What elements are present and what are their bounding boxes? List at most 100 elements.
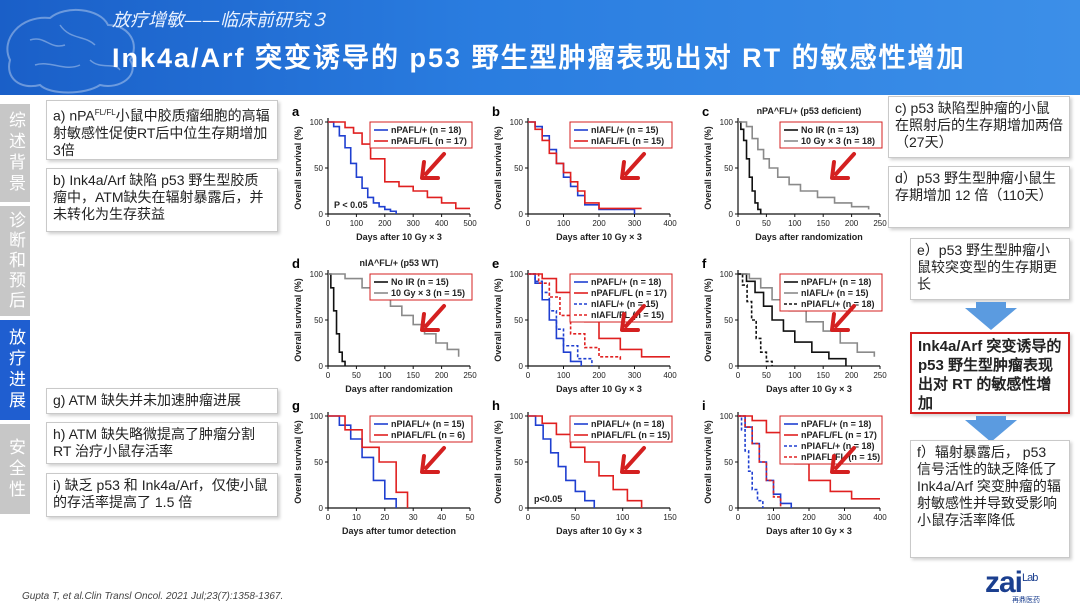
summary-box: Ink4a/Arf 突变诱导的 p53 野生型肿瘤表现出对 RT 的敏感性增加 [910,332,1070,414]
x-axis-label: Days after 10 Gy × 3 [556,232,642,242]
panel-letter: a [292,104,300,119]
tab-safety[interactable]: 安全性 [0,424,30,514]
y-axis-label: Overall survival (%) [293,420,303,504]
x-axis-label: Days after 10 Gy × 3 [556,384,642,394]
legend-box [779,121,883,149]
chart-panel-f: f 0 50 100 0 50 100 150 200 250 Days after 10 Gy ×… [700,256,890,396]
survival-curve [328,273,346,366]
red-arrow-icon [620,304,646,332]
survival-curve [528,273,593,366]
x-axis-label: Days after 10 Gy × 3 [556,526,642,536]
x-tick-label: 250 [463,371,477,380]
y-tick-label: 100 [720,118,734,127]
tab-background[interactable]: 综述背景 [0,104,30,202]
legend-label: nIAFL/+ (n = 15) [591,299,659,309]
survival-curve [738,415,782,508]
red-arrow-icon [830,152,856,180]
panel-letter: i [702,398,706,413]
note-a-sup: FL/FL [94,108,116,117]
y-axis-label: Overall survival (%) [703,126,713,210]
zai-lab-logo: zaiLab [985,566,1038,599]
legend-label: nPAFL/+ (n = 18) [591,277,661,287]
chart-panel-d: d nIA^FL/+ (p53 WT) 0 50 100 0 50 100 150 200 250 D… [290,256,480,396]
x-tick-label: 50 [762,219,771,228]
x-tick-label: 40 [437,513,446,522]
citation: Gupta T, et al.Clin Transl Oncol. 2021 J… [22,591,284,602]
tab-label: 安全性 [6,437,25,501]
x-axis-label: Days after randomization [755,232,863,242]
x-tick-label: 200 [435,371,449,380]
summary-text: Ink4a/Arf 突变诱导的 p53 野生型肿瘤表现出对 RT 的敏感性增加 [918,338,1062,412]
y-tick-label: 100 [720,412,734,421]
y-tick-label: 50 [314,316,323,325]
y-tick-label: 50 [724,316,733,325]
x-tick-label: 0 [736,513,741,522]
panel-letter: d [292,256,300,271]
chart-panel-b: b 0 50 100 0 100 200 300 400 Days after 10 Gy × 3… [490,104,680,244]
y-axis-label: Overall survival (%) [493,278,503,362]
note-a: a) nPAFL/FL小鼠中胶质瘤细胞的高辐射敏感性促使RT后中位生存期增加3倍 [46,100,278,160]
y-tick-label: 50 [514,458,523,467]
x-tick-label: 0 [736,219,741,228]
note-g: g) ATM 缺失并未加速肿瘤进展 [46,388,278,414]
x-tick-label: 100 [788,219,802,228]
chart-panel-i: i 0 50 100 0 100 200 300 400 Days after 10 Gy × 3… [700,398,890,538]
chart-svg-h: h 0 50 100 0 50 100 150 Days after 10 Gy × 3 Over… [492,398,677,536]
legend-label: nPIAFL/+ (n = 18) [591,419,665,429]
p-value-label: p<0.05 [534,494,562,504]
x-tick-label: 0 [736,371,741,380]
legend-label: No IR (n = 15) [391,277,449,287]
legend-box [369,415,473,443]
tab-diagnosis[interactable]: 诊断和预后 [0,206,30,316]
x-axis-label: Days after 10 Gy × 3 [766,384,852,394]
x-tick-label: 50 [466,513,475,522]
x-tick-label: 300 [407,219,421,228]
x-tick-label: 100 [378,371,392,380]
chart-panel-e: e 0 50 100 0 100 200 300 400 Days after 10 Gy × 3… [490,256,680,396]
legend-label: nPAFL/FL (n = 17) [391,136,467,146]
legend-label: 10 Gy × 3 (n = 15) [391,288,465,298]
x-tick-label: 200 [845,371,859,380]
note-h: h) ATM 缺失略微提高了肿瘤分割 RT 治疗小鼠存活率 [46,422,278,464]
panel-letter: f [702,256,707,271]
note-d-text: d）p53 野生型肿瘤小鼠生存期增加 12 倍（110天） [895,170,1057,203]
legend-label: nPIAFL/+ (n = 15) [391,419,465,429]
x-tick-label: 150 [817,219,831,228]
legend-label: nIAFL/FL (n = 15) [591,136,664,146]
x-axis-label: Days after randomization [345,384,453,394]
legend-label: 10 Gy × 3 (n = 18) [801,136,875,146]
legend-label: nPAFL/FL (n = 17) [801,430,877,440]
slide-title: Ink4a/Arf 突变诱导的 p53 野生型肿瘤表现出对 RT 的敏感性增加 [112,43,966,73]
note-c-text: c) p53 缺陷型肿瘤的小鼠在照射后的生存期增加两倍（27天） [895,100,1063,150]
y-tick-label: 0 [319,504,324,513]
panel-letter: c [702,104,709,119]
note-e: e）p53 野生型肿瘤小鼠较突变型的生存期更长 [910,238,1070,300]
survival-curve [328,415,409,508]
survival-curve [528,273,583,366]
x-tick-label: 400 [663,219,677,228]
tab-label: 诊断和预后 [6,211,25,311]
legend-label: nPIAFL/FL (n = 6) [391,430,465,440]
y-tick-label: 50 [724,458,733,467]
x-tick-label: 100 [767,513,781,522]
survival-curve [328,121,397,214]
brain-icon [6,8,135,94]
x-tick-label: 200 [592,219,606,228]
chart-svg-e: e 0 50 100 0 100 200 300 400 Days after 10 Gy × 3… [492,256,677,394]
y-tick-label: 0 [729,504,734,513]
x-tick-label: 30 [409,513,418,522]
y-tick-label: 50 [724,164,733,173]
x-tick-label: 100 [557,371,571,380]
survival-curve [328,121,470,210]
tab-radiotherapy[interactable]: 放疗进展 [0,320,30,420]
survival-curve [328,273,460,357]
header-banner: 放疗增敏——临床前研究３ Ink4a/Arf 突变诱导的 p53 野生型肿瘤表现… [0,0,1080,95]
legend-label: nPAFL/FL (n = 17) [591,288,667,298]
y-tick-label: 0 [319,362,324,371]
panel-title: nPA^FL/+ (p53 deficient) [757,106,862,116]
slide-subtitle: 放疗增敏——临床前研究３ [112,10,328,31]
y-tick-label: 50 [314,164,323,173]
red-arrow-icon [420,304,446,332]
survival-curve [328,415,397,508]
survival-curve [738,121,870,210]
